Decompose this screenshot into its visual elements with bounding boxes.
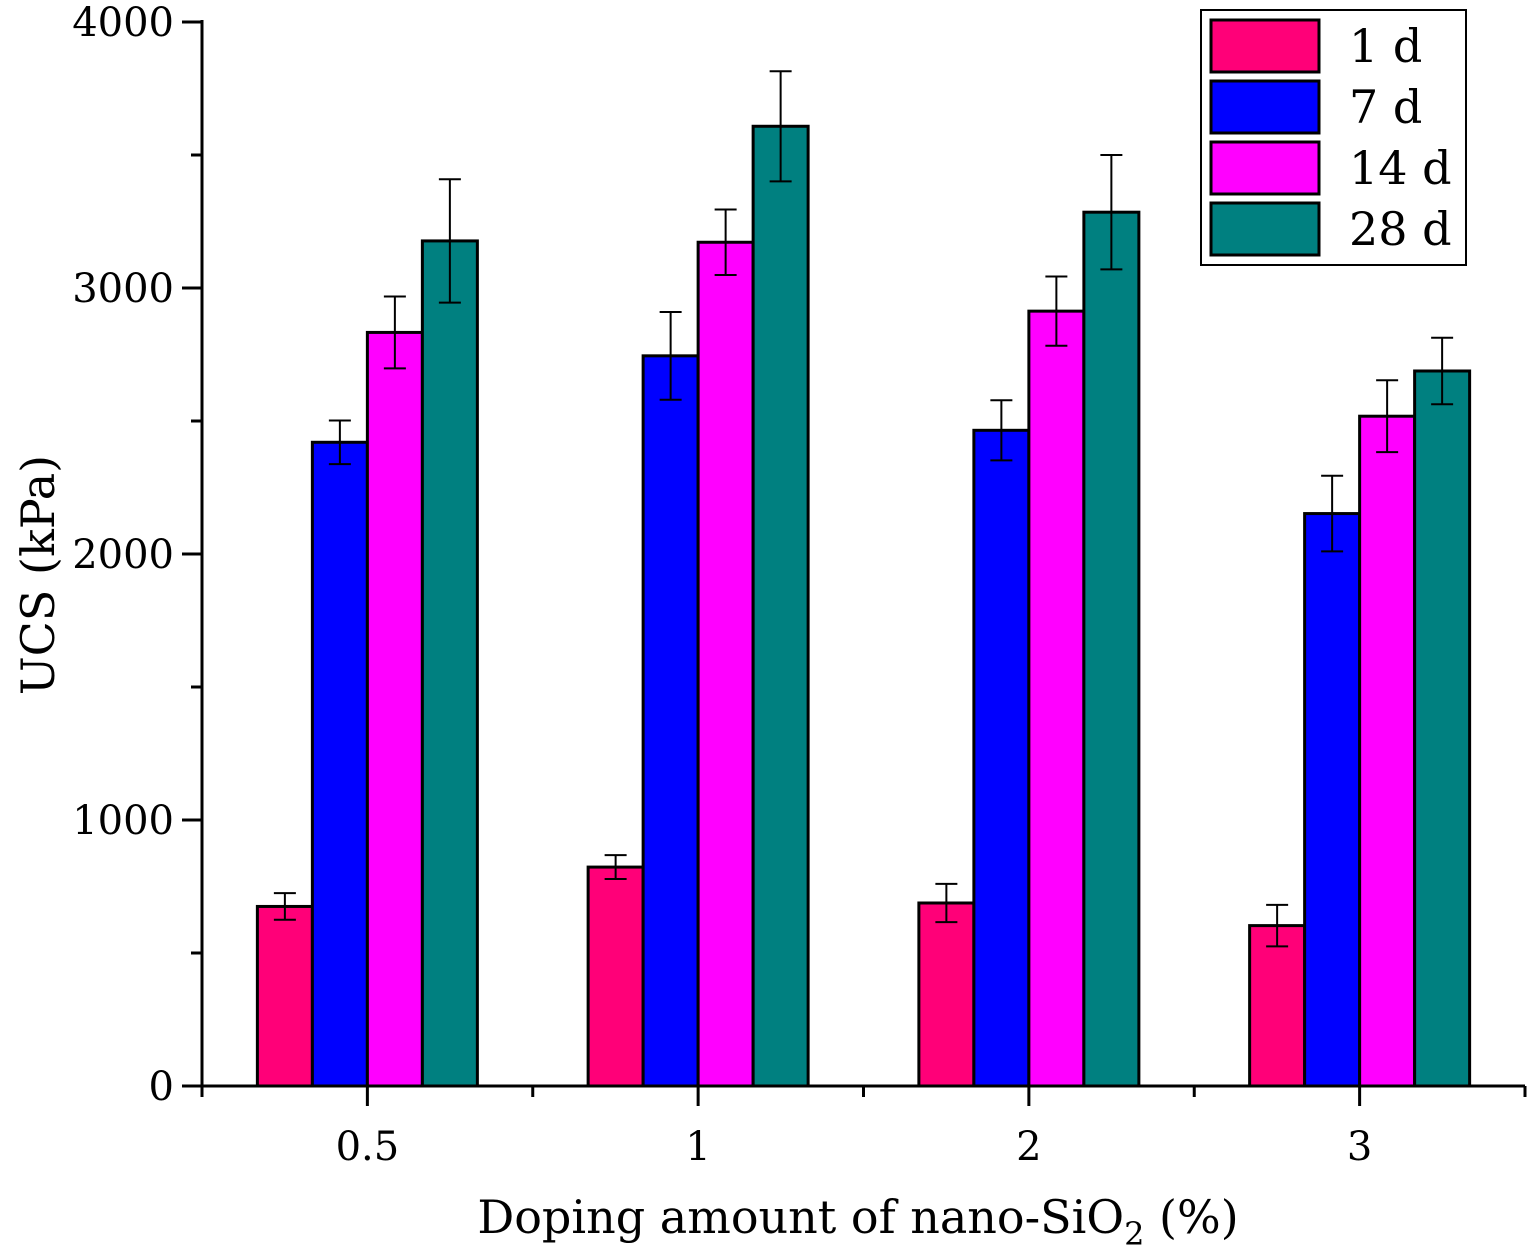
legend-label: 28 d bbox=[1349, 202, 1452, 256]
bar-7d-0.5 bbox=[310, 440, 369, 1088]
error-bar-28d-0.5 bbox=[438, 178, 461, 304]
bar-14d-2 bbox=[1027, 309, 1086, 1088]
error-bar-14d-3 bbox=[1376, 379, 1399, 454]
bar-7d-3 bbox=[1303, 512, 1362, 1088]
bar-1d-2 bbox=[917, 901, 976, 1088]
error-bar-7d-2 bbox=[990, 399, 1013, 462]
bars-layer bbox=[255, 124, 1472, 1088]
legend-swatch bbox=[1209, 79, 1321, 135]
error-bars-layer bbox=[273, 70, 1454, 948]
bar-28d-1 bbox=[751, 124, 810, 1088]
legend-label: 1 d bbox=[1349, 19, 1422, 73]
x-tick-label: 1 bbox=[685, 1124, 710, 1170]
error-bar-1d-2 bbox=[935, 882, 958, 924]
x-tick-label: 0.5 bbox=[336, 1124, 400, 1170]
error-bar-28d-3 bbox=[1431, 336, 1454, 406]
bar-1d-1 bbox=[586, 865, 645, 1088]
bar-28d-3 bbox=[1413, 369, 1472, 1088]
bar-14d-1 bbox=[696, 240, 755, 1088]
legend-item-28d: 28 d bbox=[1209, 201, 1452, 257]
error-bar-1d-3 bbox=[1266, 903, 1289, 948]
error-bar-7d-3 bbox=[1321, 474, 1344, 553]
error-bar-1d-0.5 bbox=[273, 892, 296, 921]
error-bar-7d-0.5 bbox=[328, 419, 351, 466]
x-tick-label: 2 bbox=[1016, 1124, 1041, 1170]
error-bar-14d-0.5 bbox=[383, 295, 406, 370]
x-axis-title-subscript: 2 bbox=[1124, 1215, 1144, 1253]
error-bar-14d-2 bbox=[1045, 275, 1068, 347]
bar-7d-2 bbox=[972, 428, 1031, 1088]
y-axis-title: UCS (kPa) bbox=[11, 455, 65, 695]
y-tick-label: 3000 bbox=[72, 266, 174, 312]
error-bar-1d-1 bbox=[604, 854, 627, 881]
bar-28d-2 bbox=[1082, 210, 1141, 1088]
error-bar-28d-2 bbox=[1100, 154, 1123, 271]
x-axis-title-suffix: (%) bbox=[1144, 1190, 1238, 1244]
bar-7d-1 bbox=[641, 354, 700, 1088]
bar-28d-0.5 bbox=[420, 239, 479, 1088]
error-bar-28d-1 bbox=[769, 70, 792, 183]
error-bar-7d-1 bbox=[659, 310, 682, 401]
legend-item-14d: 14 d bbox=[1209, 140, 1452, 196]
bar-14d-3 bbox=[1358, 414, 1417, 1088]
legend: 1 d 7 d 14 d 28 d bbox=[1200, 9, 1467, 266]
y-tick-label: 2000 bbox=[72, 532, 174, 578]
legend-item-1d: 1 d bbox=[1209, 18, 1422, 74]
x-tick-label: 3 bbox=[1347, 1124, 1372, 1170]
axes-layer: 0 1000 2000 3000 4000 0.5 1 2 3 bbox=[72, 0, 1527, 1170]
legend-swatch bbox=[1209, 201, 1321, 257]
legend-label: 14 d bbox=[1349, 141, 1452, 195]
legend-swatch bbox=[1209, 18, 1321, 74]
bar-14d-0.5 bbox=[365, 330, 424, 1088]
bar-1d-0.5 bbox=[255, 904, 314, 1088]
legend-swatch bbox=[1209, 140, 1321, 196]
x-axis-title: Doping amount of nano-SiO2 (%) bbox=[477, 1190, 1238, 1253]
y-tick-label: 1000 bbox=[72, 798, 174, 844]
y-tick-label: 0 bbox=[149, 1064, 174, 1110]
error-bar-14d-1 bbox=[714, 208, 737, 276]
legend-item-7d: 7 d bbox=[1209, 79, 1422, 135]
x-axis-title-text: Doping amount of nano-SiO bbox=[477, 1190, 1124, 1244]
legend-label: 7 d bbox=[1349, 80, 1422, 134]
bar-1d-3 bbox=[1248, 924, 1307, 1088]
y-tick-label: 4000 bbox=[72, 0, 174, 46]
